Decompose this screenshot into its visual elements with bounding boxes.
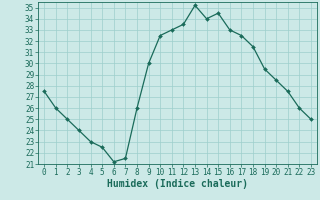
X-axis label: Humidex (Indice chaleur): Humidex (Indice chaleur) xyxy=(107,179,248,189)
